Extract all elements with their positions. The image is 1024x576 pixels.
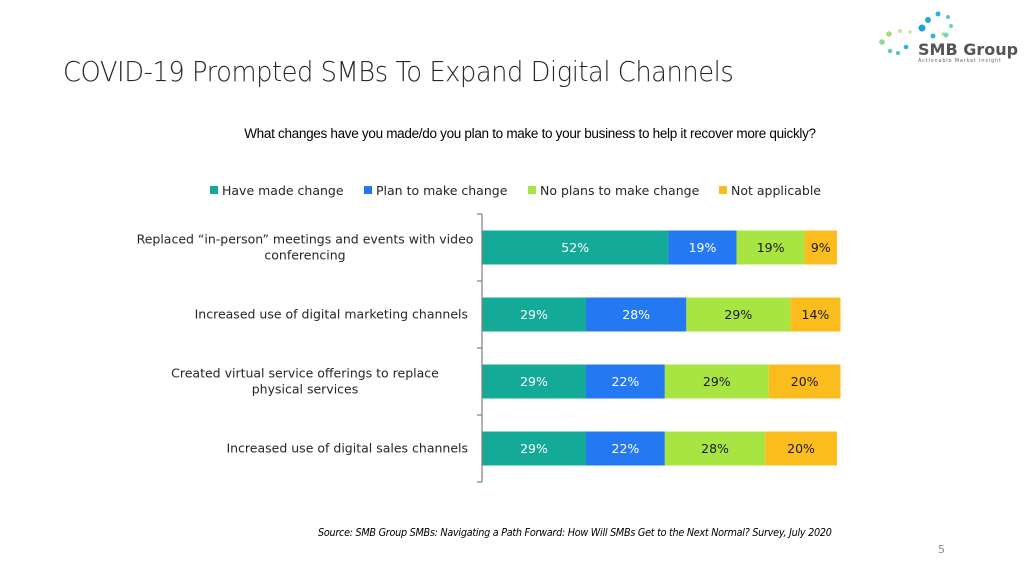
data-label-0-0: 52%	[561, 240, 589, 255]
bar-segment-3-3	[765, 431, 837, 466]
data-label-2-3: 20%	[791, 374, 819, 389]
legend-swatch-2	[528, 186, 536, 194]
data-label-0-1: 19%	[689, 240, 717, 255]
bar-segment-1-0	[482, 297, 586, 332]
legend-label-0: Have made change	[222, 183, 344, 198]
bar-segment-0-2	[736, 230, 805, 265]
source-note: Source: SMB Group SMBs: Navigating a Pat…	[318, 527, 832, 539]
y-axis	[477, 213, 483, 483]
bar-segment-2-3	[768, 364, 841, 399]
bar-segment-2-1	[585, 364, 665, 399]
bar-segment-1-3	[790, 297, 841, 332]
category-label-0: Replaced “in-person” meetings and events…	[137, 232, 474, 263]
bar-segment-3-0	[482, 431, 586, 466]
chart-title: What changes have you made/do you plan t…	[244, 126, 816, 141]
bars: 52% 19% 19% 9% 29% 28% 29% 14% 29% 22% 29% 20% 29% 22…	[482, 230, 841, 466]
data-label-3-1: 22%	[612, 441, 640, 456]
bar-segment-2-0	[482, 364, 586, 399]
data-label-1-1: 28%	[622, 307, 650, 322]
bar-segment-3-1	[585, 431, 665, 466]
legend-swatch-0	[210, 186, 218, 194]
data-label-2-0: 29%	[520, 374, 548, 389]
legend-swatch-1	[364, 186, 372, 194]
data-label-3-0: 29%	[520, 441, 548, 456]
bar-segment-0-1	[668, 230, 737, 265]
bar-segment-0-3	[804, 230, 837, 265]
category-label-3: Increased use of digital sales channels	[226, 441, 468, 456]
legend-label-3: Not applicable	[731, 183, 821, 198]
bar-segment-1-2	[686, 297, 791, 332]
data-label-0-3: 9%	[811, 240, 831, 255]
legend-label-1: Plan to make change	[376, 183, 508, 198]
bar-row-2: 29% 22% 29% 20%	[482, 364, 841, 399]
bar-segment-0-0	[482, 230, 669, 265]
bar-row-0: 52% 19% 19% 9%	[482, 230, 837, 265]
bar-segment-3-2	[664, 431, 766, 466]
data-label-2-1: 22%	[612, 374, 640, 389]
bar-row-3: 29% 22% 28% 20%	[482, 431, 837, 466]
bar-segment-2-2	[664, 364, 769, 399]
data-label-3-2: 28%	[701, 441, 729, 456]
data-label-1-2: 29%	[724, 307, 752, 322]
data-label-1-0: 29%	[520, 307, 548, 322]
data-label-2-2: 29%	[703, 374, 731, 389]
category-label-2: Created virtual service offerings to rep…	[171, 366, 439, 397]
slide-title: COVID-19 Prompted SMBs To Expand Digital…	[63, 55, 734, 88]
bar-segment-1-1	[585, 297, 687, 332]
legend-label-2: No plans to make change	[540, 183, 700, 198]
data-label-0-2: 19%	[757, 240, 785, 255]
data-label-1-3: 14%	[802, 307, 830, 322]
legend-swatch-3	[719, 186, 727, 194]
data-label-3-3: 20%	[787, 441, 815, 456]
category-label-1: Increased use of digital marketing chann…	[195, 307, 468, 322]
logo-name: SMB Group	[918, 40, 1019, 59]
legend: Have made change Plan to make change No pl…	[210, 183, 821, 198]
logo-tagline: Actionable Market Insight	[918, 58, 1002, 64]
bar-row-1: 29% 28% 29% 14%	[482, 297, 841, 332]
category-labels: Replaced “in-person” meetings and events…	[137, 232, 474, 456]
smb-group-logo-icon	[879, 11, 953, 55]
page-number: 5	[938, 543, 945, 556]
